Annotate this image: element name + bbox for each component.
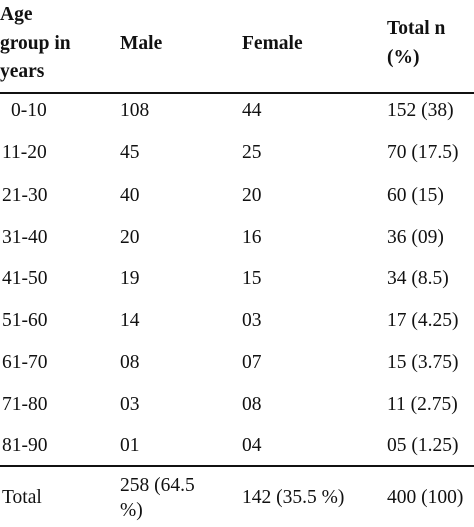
cell-age: 31-40 bbox=[2, 227, 48, 248]
total-male-line2: %) bbox=[120, 500, 143, 521]
cell-female: 20 bbox=[242, 185, 262, 206]
header-age-line1: Age bbox=[0, 4, 33, 25]
total-female: 142 (35.5 %) bbox=[242, 487, 345, 508]
header-male: Male bbox=[120, 33, 163, 54]
cell-age: 21-30 bbox=[2, 185, 48, 206]
cell-female: 25 bbox=[242, 142, 262, 163]
cell-male: 19 bbox=[120, 268, 140, 289]
cell-total: 05 (1.25) bbox=[387, 435, 459, 456]
cell-total: 34 (8.5) bbox=[387, 268, 449, 289]
cell-age: 0-10 bbox=[11, 100, 47, 121]
cell-age: 41-50 bbox=[2, 268, 48, 289]
cell-male: 08 bbox=[120, 352, 140, 373]
cell-total: 17 (4.25) bbox=[387, 310, 459, 331]
cell-male: 03 bbox=[120, 394, 140, 415]
cell-female: 16 bbox=[242, 227, 262, 248]
cell-age: 71-80 bbox=[2, 394, 48, 415]
cell-female: 08 bbox=[242, 394, 262, 415]
header-age-line3: years bbox=[0, 61, 45, 82]
header-rule bbox=[0, 92, 474, 94]
header-age-line2: group in bbox=[0, 33, 71, 54]
total-male-line1: 258 (64.5 bbox=[120, 475, 195, 496]
cell-total: 11 (2.75) bbox=[387, 394, 458, 415]
cell-male: 20 bbox=[120, 227, 140, 248]
cell-male: 14 bbox=[120, 310, 140, 331]
cell-male: 01 bbox=[120, 435, 140, 456]
header-total-line2: (%) bbox=[387, 47, 420, 68]
cell-female: 15 bbox=[242, 268, 262, 289]
cell-male: 45 bbox=[120, 142, 140, 163]
header-female: Female bbox=[242, 33, 303, 54]
cell-total: 15 (3.75) bbox=[387, 352, 459, 373]
footer-rule bbox=[0, 465, 474, 467]
cell-total: 36 (09) bbox=[387, 227, 444, 248]
cell-male: 40 bbox=[120, 185, 140, 206]
header-total-line1: Total n bbox=[387, 18, 446, 39]
total-label: Total bbox=[2, 487, 42, 508]
cell-female: 04 bbox=[242, 435, 262, 456]
cell-total: 60 (15) bbox=[387, 185, 444, 206]
total-total: 400 (100) bbox=[387, 487, 464, 508]
cell-female: 44 bbox=[242, 100, 262, 121]
cell-male: 108 bbox=[120, 100, 150, 121]
cell-total: 152 (38) bbox=[387, 100, 454, 121]
cell-age: 51-60 bbox=[2, 310, 48, 331]
cell-total: 70 (17.5) bbox=[387, 142, 459, 163]
cell-female: 07 bbox=[242, 352, 262, 373]
cell-female: 03 bbox=[242, 310, 262, 331]
cell-age: 81-90 bbox=[2, 435, 48, 456]
cell-age: 11-20 bbox=[2, 142, 47, 163]
cell-age: 61-70 bbox=[2, 352, 48, 373]
